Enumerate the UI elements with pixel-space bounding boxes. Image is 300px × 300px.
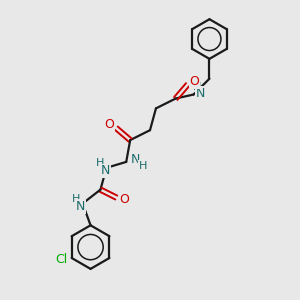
Text: H: H — [71, 194, 80, 203]
Text: O: O — [104, 118, 114, 131]
Text: Cl: Cl — [56, 254, 68, 266]
Text: N: N — [130, 153, 140, 167]
Text: O: O — [190, 75, 200, 88]
Text: H: H — [139, 161, 147, 171]
Text: H: H — [96, 158, 105, 168]
Text: O: O — [119, 193, 129, 206]
Text: N: N — [101, 164, 110, 177]
Text: N: N — [76, 200, 85, 213]
Text: H: H — [192, 82, 201, 92]
Text: N: N — [196, 87, 205, 100]
